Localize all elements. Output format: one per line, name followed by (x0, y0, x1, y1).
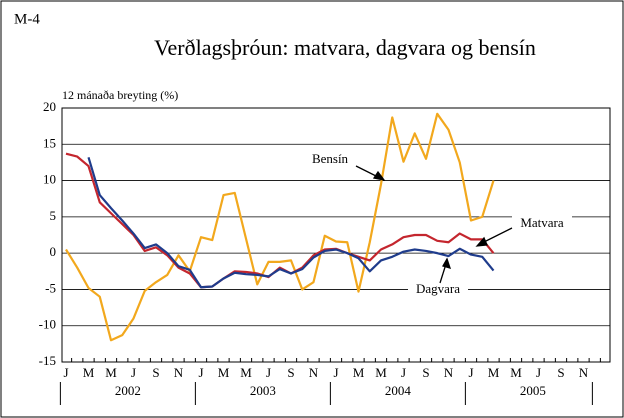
year-label: 2004 (385, 383, 412, 398)
x-tick-label: N (174, 365, 184, 380)
y-tick-label: 20 (43, 99, 56, 114)
y-tick-label: 5 (50, 208, 57, 223)
x-tick-label: J (468, 365, 473, 380)
label-bg (300, 151, 360, 169)
y-tick-label: 0 (50, 244, 57, 259)
year-label: 2002 (115, 383, 141, 398)
line-series (65, 152, 495, 289)
y-tick-label: 10 (43, 172, 56, 187)
series-label: Bensín (312, 151, 349, 166)
series-label: Dagvara (416, 281, 460, 296)
arrow (481, 227, 513, 244)
x-tick-label: M (488, 365, 500, 380)
y-axis-label: 12 mánaða breyting (%) (62, 88, 178, 102)
x-tick-label: N (579, 365, 589, 380)
plot-frame (61, 107, 611, 363)
x-tick-label: N (444, 365, 454, 380)
y-tick-label: -10 (39, 317, 56, 332)
y-tick-label: -15 (39, 353, 56, 368)
x-tick-label: N (309, 365, 319, 380)
x-tick-label: J (131, 365, 136, 380)
arrow-head (372, 170, 386, 181)
labels: Bensín Matvara Dagvara (300, 151, 572, 299)
x-tick-label: M (510, 365, 522, 380)
series-label: Matvara (520, 215, 564, 230)
x-tick-label: J (333, 365, 338, 380)
x-tick-label: M (240, 365, 252, 380)
arrow-head (442, 257, 452, 269)
x-tick-label: M (375, 365, 387, 380)
x-tick-label: J (63, 365, 68, 380)
arrows (355, 165, 513, 284)
x-tick-label: J (266, 365, 271, 380)
x-tick-label: S (422, 365, 429, 380)
x-tick-label: J (198, 365, 203, 380)
x-tick-label: M (83, 365, 95, 380)
x-tick-label: J (401, 365, 406, 380)
lines (65, 112, 495, 342)
x-tick-label: M (353, 365, 365, 380)
arrow-head (475, 236, 488, 247)
x-tick-label: S (557, 365, 564, 380)
y-tick-label: -5 (45, 280, 56, 295)
label-bg (408, 281, 468, 299)
x-tick-label: M (218, 365, 230, 380)
x-tick-label: J (536, 365, 541, 380)
figure-label: M-4 (14, 11, 40, 27)
x-tick-label: M (105, 365, 117, 380)
chart-title: Verðlagsþróun: matvara, dagvara og bensí… (154, 35, 536, 60)
line-series (87, 157, 495, 289)
year-label: 2003 (250, 383, 276, 398)
y-tick-label: 15 (43, 135, 56, 150)
year-label: 2005 (520, 383, 546, 398)
x-tick-label: S (287, 365, 294, 380)
label-bg (512, 215, 572, 233)
x-tick-label: S (152, 365, 159, 380)
line-series (65, 112, 495, 342)
